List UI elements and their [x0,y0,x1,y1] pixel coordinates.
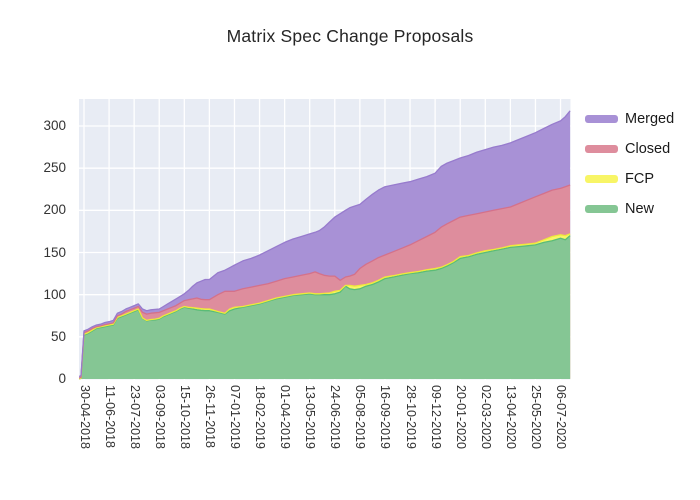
chart-title: Matrix Spec Change Proposals [226,26,474,46]
y-tick-label-250: 250 [43,160,66,176]
x-tick-label: 09-12-2019 [428,385,443,449]
x-tick-label: 23-07-2018 [127,385,142,449]
x-tick-label: 28-10-2019 [403,385,418,449]
x-tick-label: 13-04-2020 [503,385,518,449]
x-tick-label: 03-09-2018 [152,385,167,449]
area-new [79,235,571,379]
y-tick-label-0: 0 [58,371,66,386]
legend-swatch-merged [585,115,618,123]
x-tick-label: 25-05-2020 [528,385,543,449]
legend-swatch-new [585,205,618,213]
line-merged [78,110,571,378]
y-tick-label-200: 200 [43,202,66,218]
y-tick-label-300: 300 [43,118,66,133]
x-tick-label: 07-01-2019 [227,385,242,449]
x-tick-label: 02-03-2020 [478,385,493,449]
legend-label: FCP [625,171,654,187]
y-tick-label-50: 50 [50,328,66,344]
x-tick-label: 26-11-2018 [202,385,217,449]
legend-item-new: New [585,194,674,224]
legend-label: Closed [625,141,671,157]
x-tick-label: 20-01-2020 [453,385,468,449]
x-tick-label: 01-04-2019 [278,385,293,449]
y-tick-label-150: 150 [43,244,66,260]
line-fcp [78,233,571,380]
x-tick-label: 18-02-2019 [253,385,268,449]
x-tick-label: 13-05-2019 [303,385,318,449]
legend-item-merged: Merged [585,104,674,134]
x-tick-label: 11-06-2018 [102,385,117,449]
line-closed [78,184,571,379]
legend-swatch-closed [585,145,618,153]
x-tick-label: 24-06-2019 [328,385,343,449]
legend: Merged Closed FCP New [585,104,674,224]
legend-swatch-fcp [585,175,618,183]
x-tick-label: 30-04-2018 [77,385,92,449]
x-tick-label: 16-09-2019 [378,385,393,449]
y-tick-label-100: 100 [43,286,66,302]
legend-item-fcp: FCP [585,164,674,194]
line-new [78,235,571,380]
legend-label: New [625,201,655,217]
x-tick-label: 05-08-2019 [353,385,368,449]
legend-item-closed: Closed [585,134,674,164]
legend-label: Merged [625,111,675,127]
x-tick-label: 15-10-2018 [177,385,192,449]
x-tick-label: 06-07-2020 [554,385,569,449]
